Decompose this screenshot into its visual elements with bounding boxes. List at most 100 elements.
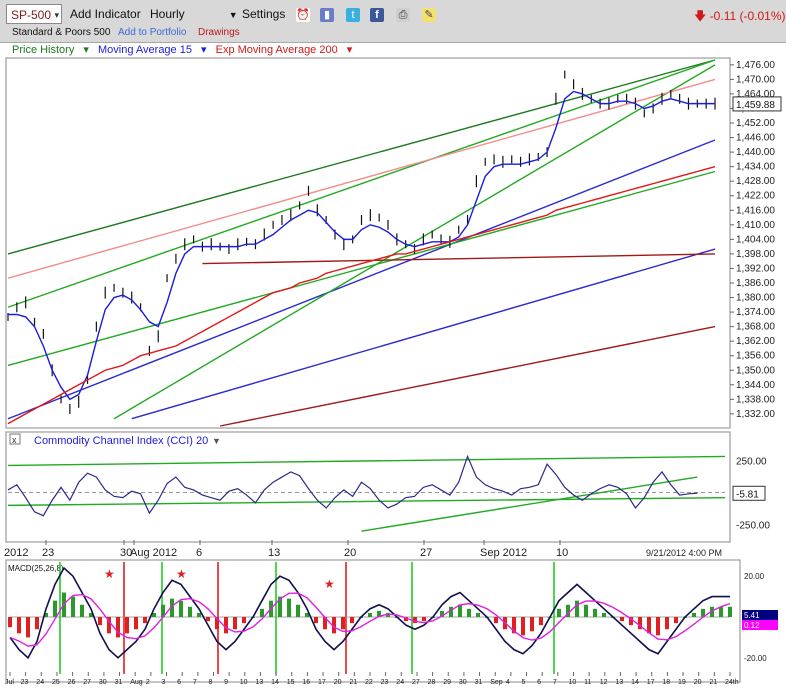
- macd-date-label: 23: [381, 679, 389, 686]
- trendline[interactable]: [7, 59, 716, 255]
- cci-last-value: -5.81: [736, 489, 759, 500]
- price-ytick-label: 1,476.00: [736, 60, 775, 71]
- macd-ytick-label: -20.00: [744, 654, 767, 663]
- macd-ytick-label: 20.00: [744, 572, 765, 581]
- macd-date-label: 20: [694, 679, 702, 686]
- price-ytick-label: 1,446.00: [736, 133, 775, 144]
- settings-button[interactable]: Settings: [242, 7, 286, 21]
- macd-date-label: 13: [255, 679, 263, 686]
- legend-ma15[interactable]: Moving Average 15 ▾: [97, 44, 207, 56]
- macd-histogram-bar: [521, 617, 525, 636]
- time-label: 6: [196, 547, 202, 559]
- macd-histogram-bar: [512, 617, 516, 634]
- time-label: Aug 2012: [130, 547, 177, 559]
- instrument-name: Standard & Poors 500: [12, 27, 111, 38]
- macd-histogram-bar: [332, 617, 336, 634]
- macd-date-label: 27: [412, 679, 420, 686]
- trendline[interactable]: [113, 64, 716, 420]
- trendline[interactable]: [219, 325, 716, 427]
- print-icon[interactable]: ⎙: [396, 8, 410, 22]
- macd-histogram-bar: [35, 617, 39, 630]
- cci-chevron-down-icon[interactable]: ▼: [212, 436, 221, 446]
- price-legend: Price History ▾ Moving Average 15 ▾ Exp …: [12, 43, 358, 56]
- macd-histogram-bar: [314, 617, 318, 624]
- close-icon[interactable]: [9, 433, 21, 445]
- last-price-label: 1,459.88: [736, 100, 775, 111]
- add-to-portfolio-link[interactable]: Add to Portfolio: [118, 27, 187, 38]
- macd-date-label: 17: [318, 679, 326, 686]
- price-ytick-label: 1,464.00: [736, 89, 775, 100]
- macd-histogram-bar: [719, 606, 723, 617]
- macd-histogram-bar: [575, 600, 579, 617]
- macd-date-label: 25: [52, 679, 60, 686]
- drawings-link[interactable]: Drawings: [198, 27, 240, 38]
- price-change: 🡇 -0.11 (-0.01%): [694, 7, 786, 28]
- macd-histogram-bar: [44, 612, 48, 617]
- macd-date-label: 18: [662, 679, 670, 686]
- cci-rising-trendline[interactable]: [361, 476, 698, 532]
- macd-date-label: 23: [21, 679, 29, 686]
- macd-histogram-bar: [629, 617, 633, 626]
- macd-date-label: 22: [365, 679, 373, 686]
- macd-histogram-bar: [386, 612, 390, 617]
- macd-line: [9, 566, 730, 660]
- macd-date-label: 15: [287, 679, 295, 686]
- trendline[interactable]: [7, 139, 716, 420]
- cci-lower-trendline[interactable]: [7, 496, 726, 507]
- price-ytick-label: 1,356.00: [736, 351, 775, 362]
- macd-readout-box: [742, 620, 778, 630]
- macd-date-label: 27: [83, 679, 91, 686]
- macd-histogram-bar: [98, 617, 102, 626]
- legend-price-history[interactable]: Price History ▾: [12, 44, 89, 56]
- trendline[interactable]: [7, 170, 716, 367]
- macd-histogram-bar: [665, 617, 669, 630]
- cci-line: [7, 454, 698, 517]
- facebook-icon[interactable]: f: [370, 8, 384, 22]
- last-price-marker: 1,459.88: [732, 96, 782, 112]
- trendline[interactable]: [7, 78, 716, 279]
- note-icon[interactable]: ✎: [422, 8, 436, 22]
- macd-histogram-bar: [692, 612, 696, 617]
- cci-upper-trendline[interactable]: [7, 455, 726, 467]
- price-ytick-label: 1,368.00: [736, 322, 775, 333]
- macd-date-label: 13: [615, 679, 623, 686]
- add-indicator-button[interactable]: Add Indicator: [70, 7, 141, 21]
- macd-histogram-bar: [413, 617, 417, 624]
- legend-ema200[interactable]: Exp Moving Average 200 ▾: [215, 44, 353, 56]
- macd-histogram-bar: [476, 612, 480, 617]
- price-ytick-label: 1,410.00: [736, 220, 775, 231]
- macd-histogram-bar: [701, 608, 705, 617]
- price-ytick-label: 1,398.00: [736, 249, 775, 260]
- macd-histogram-bar: [674, 617, 678, 624]
- macd-histogram-bar: [197, 612, 201, 617]
- macd-histogram-bar: [188, 606, 192, 617]
- book-icon[interactable]: ▮: [320, 8, 334, 22]
- twitter-icon[interactable]: t: [346, 8, 360, 22]
- macd-histogram-bar: [161, 604, 165, 617]
- time-label: 9/21/2012 4:00 PM: [646, 548, 722, 558]
- macd-date-label: 28: [428, 679, 436, 686]
- symbol-selector[interactable]: SP-500: [6, 4, 62, 25]
- price-ytick-label: 1,386.00: [736, 278, 775, 289]
- close-glyph: x: [12, 435, 17, 445]
- macd-date-label: 30: [99, 679, 107, 686]
- macd-histogram-bar: [620, 617, 624, 622]
- time-label: Sep 2012: [480, 547, 527, 559]
- time-label: 10: [556, 547, 568, 559]
- trendline[interactable]: [202, 253, 716, 265]
- macd-histogram-bar: [557, 608, 561, 617]
- toolbar: SP-500 Add Indicator Hourly▼ Settings ⏰ …: [0, 0, 786, 43]
- macd-histogram-bar: [278, 596, 282, 617]
- trendline[interactable]: [7, 59, 716, 308]
- macd-histogram-bar: [233, 617, 237, 630]
- macd-date-label: 10: [568, 679, 576, 686]
- alarm-icon[interactable]: ⏰: [296, 8, 310, 22]
- macd-histogram-bar: [107, 617, 111, 634]
- trendline[interactable]: [131, 248, 716, 420]
- macd-date-label: 30: [459, 679, 467, 686]
- macd-histogram-bar: [368, 612, 372, 617]
- macd-histogram-bar: [80, 604, 84, 617]
- interval-dropdown[interactable]: Hourly ▼: [150, 7, 238, 21]
- cci-panel: [5, 431, 731, 543]
- price-ytick-label: 1,440.00: [736, 147, 775, 158]
